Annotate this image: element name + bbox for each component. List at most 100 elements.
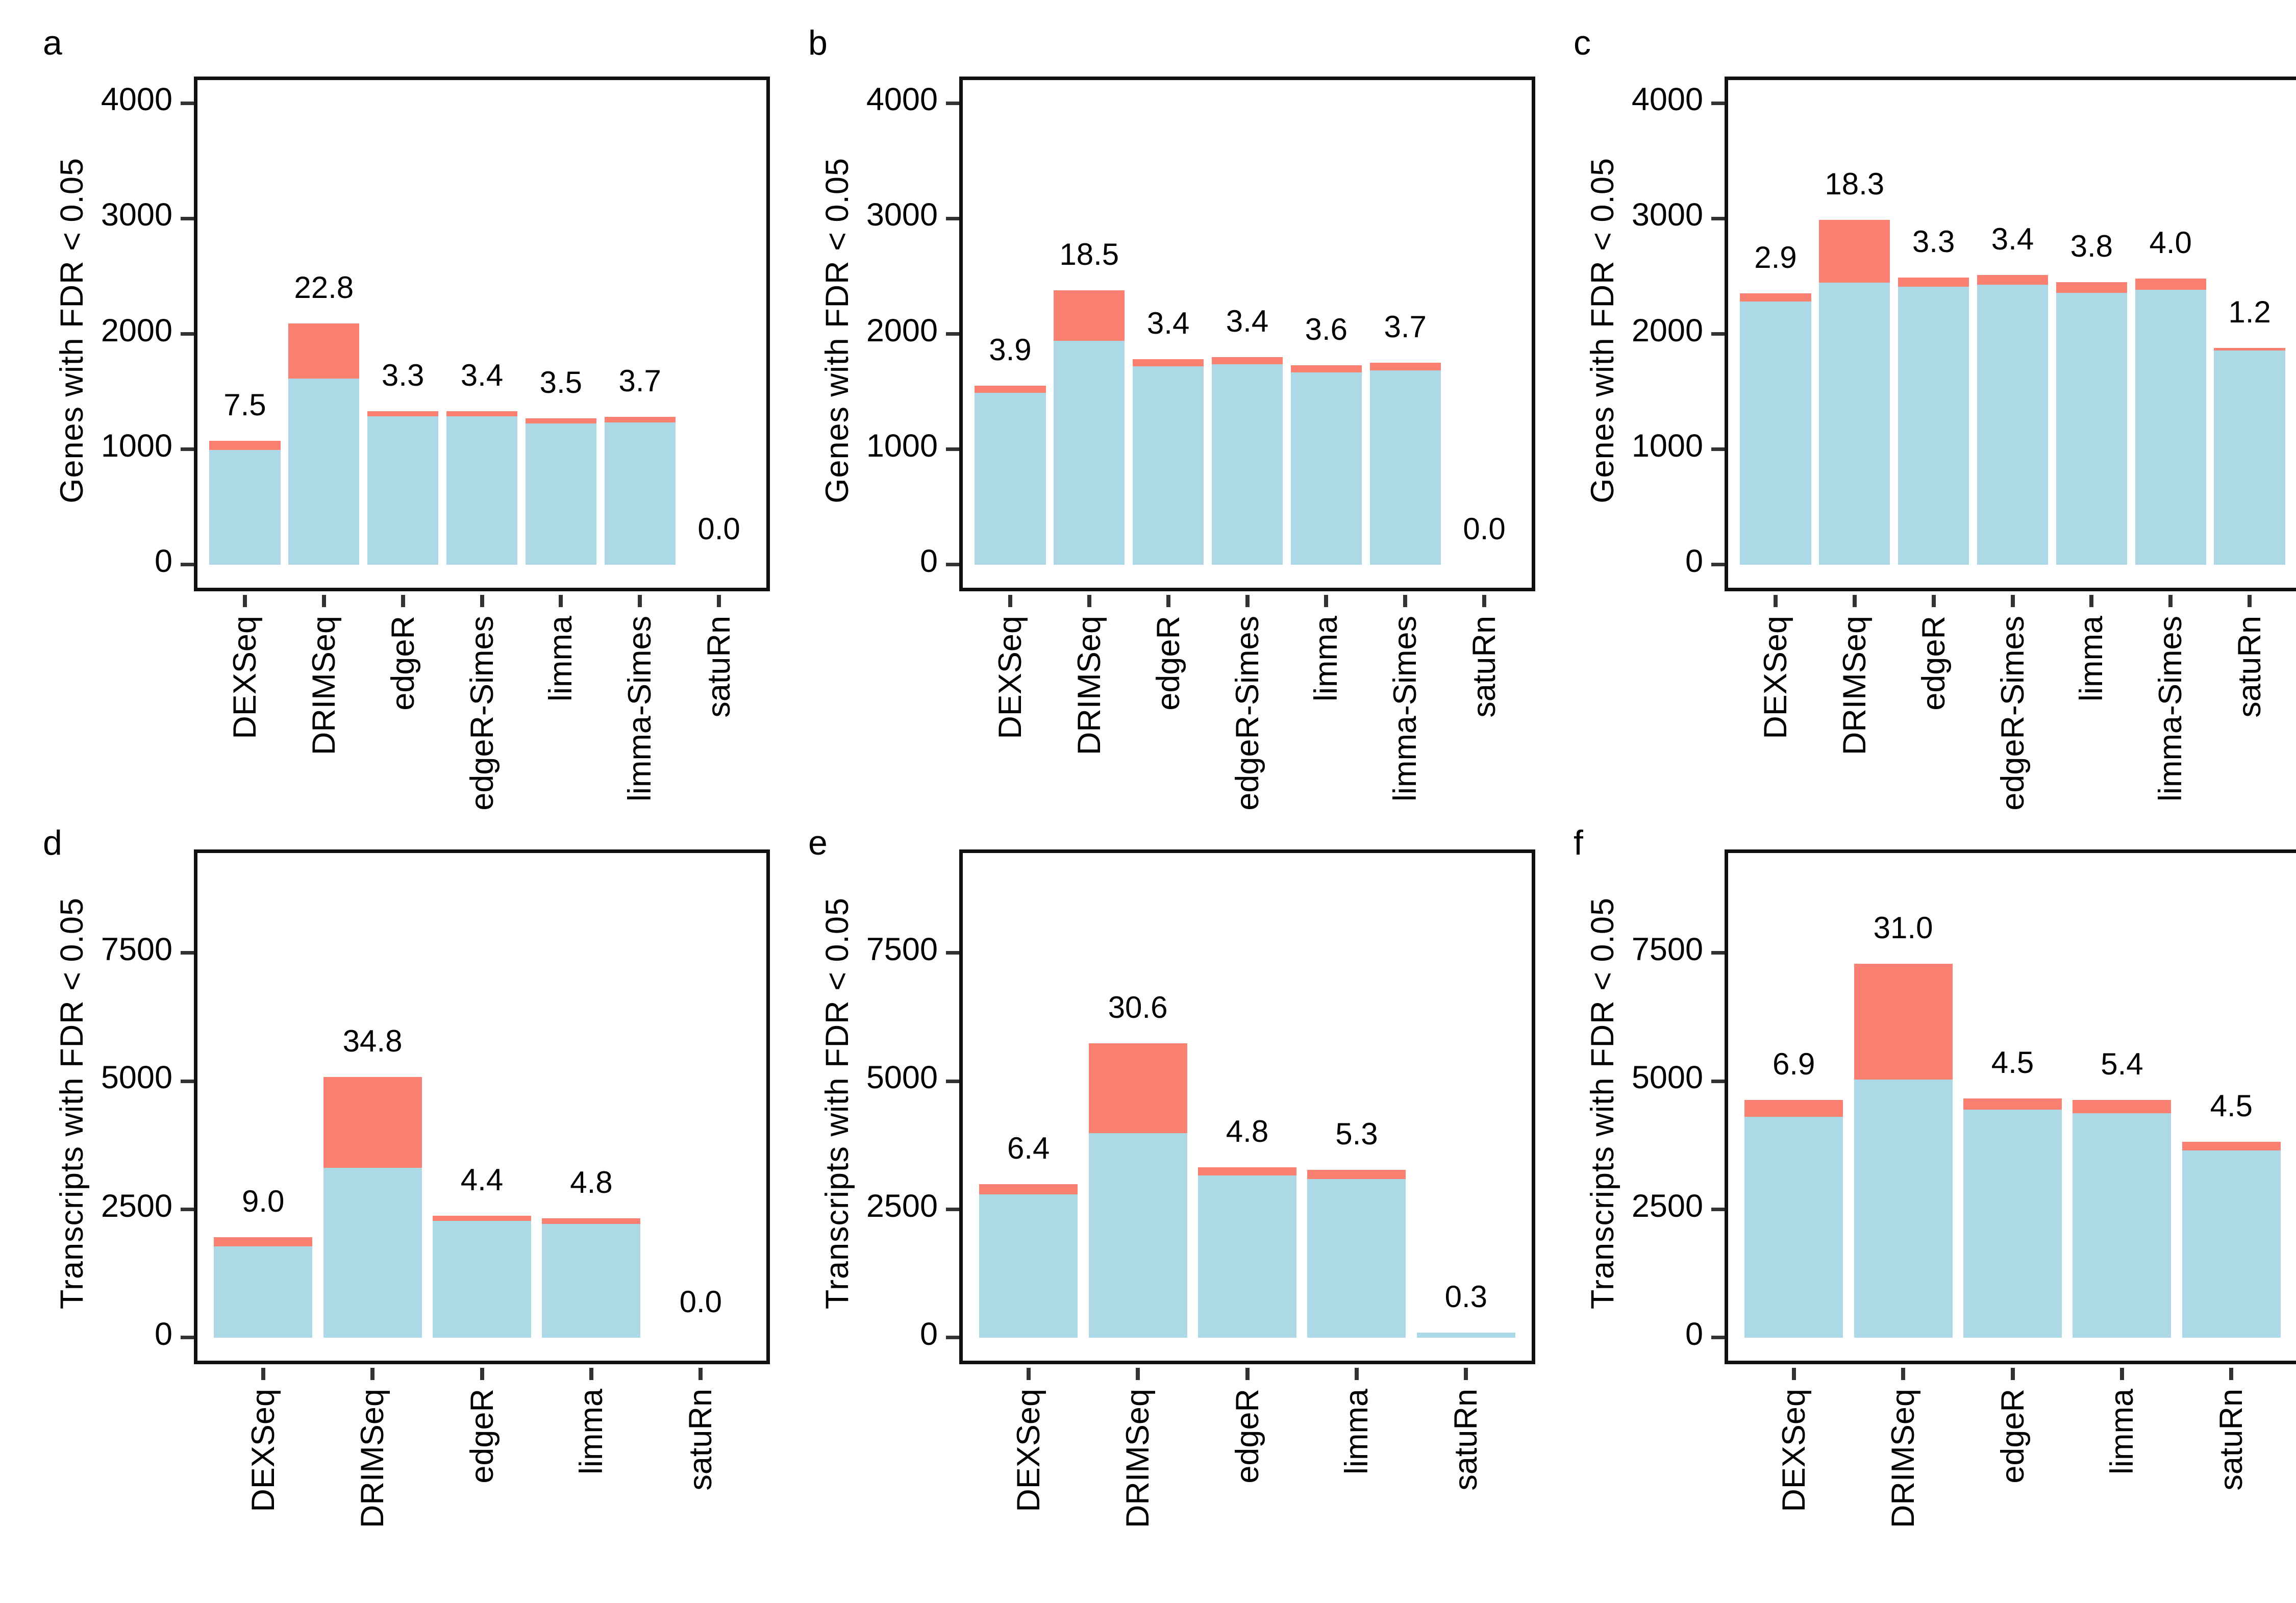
true-discoveries-segment [1054, 341, 1125, 565]
y-tick-mark [946, 951, 959, 955]
false-discoveries-segment [1212, 357, 1283, 364]
stacked-bar-DRIMSeq [1854, 964, 1953, 1338]
x-tick-label: limma [542, 616, 579, 702]
false-discoveries-segment [433, 1216, 531, 1221]
x-tick-label: DEXSeq [1757, 616, 1794, 739]
true-discoveries-segment [1977, 285, 2048, 564]
true-discoveries-segment [1963, 1110, 2062, 1338]
stacked-bar-satuRn [2214, 348, 2285, 565]
stacked-bar-DRIMSeq [323, 1077, 422, 1338]
x-tick-label: limma [2073, 616, 2110, 702]
true-discoveries-segment [2135, 290, 2206, 564]
fdp-label: 4.0 [2084, 227, 2257, 259]
x-tick-label-box: edgeR [1217, 1389, 1278, 1603]
x-tick-mark [2011, 1368, 2015, 1380]
x-tick-label: DEXSeq [245, 1389, 282, 1512]
stacked-bar-limma [2056, 282, 2127, 565]
y-tick-mark [946, 563, 959, 566]
stacked-bar-DRIMSeq [1089, 1043, 1187, 1338]
false-discoveries-segment [214, 1237, 312, 1246]
x-tick-mark [261, 1368, 265, 1380]
false-discoveries-segment [1977, 275, 2048, 285]
false-discoveries-segment [542, 1218, 640, 1224]
x-tick-label: edgeR [464, 1389, 501, 1484]
stacked-bar-DEXSeq [975, 386, 1045, 565]
x-tick-label: DEXSeq [227, 616, 263, 739]
x-tick-label: edgeR [385, 616, 421, 711]
stacked-bar-edgeR-Simes [1212, 357, 1283, 565]
x-tick-label-box: limma [2091, 1389, 2153, 1603]
false-discoveries-segment [2135, 279, 2206, 290]
y-tick-mark [946, 1336, 959, 1339]
x-tick-label-box: DEXSeq [998, 1389, 1059, 1603]
x-tick-label: DRIMSeq [1836, 616, 1873, 755]
y-tick-mark [1711, 1336, 1725, 1339]
false-discoveries-segment [367, 411, 438, 416]
x-tick-mark [243, 595, 247, 607]
true-discoveries-segment [1740, 302, 1811, 565]
y-tick-mark [181, 102, 194, 105]
true-discoveries-segment [1819, 283, 1890, 564]
y-tick-label: 2500 [775, 1188, 938, 1224]
x-tick-label: satuRn [2213, 1389, 2250, 1491]
x-tick-label: edgeR [1994, 1389, 2031, 1484]
y-tick-label: 3000 [9, 196, 172, 233]
stacked-bar-satuRn [1417, 1333, 1515, 1338]
stacked-bar-DEXSeq [209, 441, 280, 565]
false-discoveries-segment [1291, 365, 1362, 372]
y-tick-label: 7500 [9, 931, 172, 968]
fdp-label: 5.4 [2035, 1048, 2209, 1081]
x-tick-label-box: DRIMSeq [1107, 1389, 1168, 1603]
true-discoveries-segment [1198, 1175, 1296, 1338]
panel-letter-a: a [43, 26, 62, 60]
x-tick-label-box: limma [561, 1389, 622, 1603]
true-discoveries-segment [433, 1221, 531, 1338]
x-tick-mark [589, 1368, 593, 1380]
false-discoveries-segment [1133, 359, 1204, 366]
true-discoveries-segment [1744, 1117, 1843, 1338]
true-discoveries-segment [214, 1246, 312, 1338]
y-tick-mark [181, 1336, 194, 1339]
y-tick-mark [1711, 563, 1725, 566]
x-tick-label: limma [2104, 1389, 2140, 1474]
fdp-label: 30.6 [1051, 991, 1225, 1024]
y-tick-mark [181, 332, 194, 336]
true-discoveries-segment [288, 379, 359, 565]
y-tick-mark [946, 217, 959, 220]
false-discoveries-segment [209, 441, 280, 450]
true-discoveries-segment [2056, 293, 2127, 565]
fdp-label: 0.3 [1379, 1281, 1553, 1313]
true-discoveries-segment [542, 1224, 640, 1338]
fdp-label: 18.5 [1003, 238, 1176, 271]
y-tick-label: 5000 [9, 1059, 172, 1096]
stacked-bar-limma [526, 418, 596, 565]
stacked-bar-edgeR-Simes [446, 411, 517, 565]
y-tick-mark [181, 563, 194, 566]
stacked-bar-DRIMSeq [1819, 220, 1890, 565]
true-discoveries-segment [1898, 287, 1969, 565]
true-discoveries-segment [1291, 372, 1362, 565]
false-discoveries-segment [1198, 1167, 1296, 1175]
x-tick-mark [1245, 595, 1250, 607]
y-tick-label: 1000 [1540, 428, 1703, 464]
fdp-label: 3.7 [553, 365, 727, 397]
y-tick-mark [1711, 102, 1725, 105]
x-tick-label: DEXSeq [992, 616, 1029, 739]
x-tick-label-box: DEXSeq [233, 1389, 294, 1603]
x-tick-label: DRIMSeq [1885, 1389, 1921, 1528]
false-discoveries-segment [2182, 1142, 2281, 1150]
true-discoveries-segment [1417, 1333, 1515, 1338]
stacked-bar-DEXSeq [1740, 293, 1811, 564]
x-tick-mark [370, 1368, 375, 1380]
y-tick-label: 2000 [775, 312, 938, 349]
y-tick-mark [181, 447, 194, 451]
true-discoveries-segment [1133, 366, 1204, 565]
x-tick-mark [2089, 595, 2093, 607]
y-tick-label: 2500 [9, 1188, 172, 1224]
x-tick-mark [1853, 595, 1857, 607]
stacked-bar-edgeR-Simes [1977, 275, 2048, 565]
